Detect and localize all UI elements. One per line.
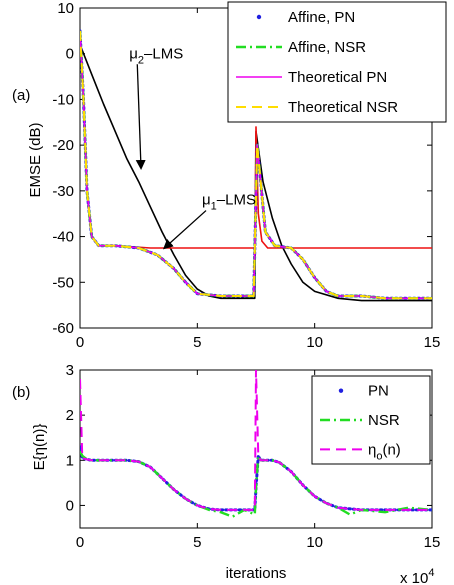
x-tick-label: 0	[76, 534, 84, 551]
panel-b-label: (b)	[12, 384, 30, 401]
y-tick-label: -30	[52, 183, 74, 200]
annotation-label-1: μ1–LMS	[202, 192, 256, 213]
legend-entry-name: Theoretical NSR	[288, 99, 398, 116]
legend-entry-name: NSR	[368, 412, 400, 429]
annotation-label-0: μ2–LMS	[129, 45, 183, 66]
legend-entry-name: Affine, PN	[288, 9, 355, 26]
legend-swatch-marker	[338, 388, 344, 393]
annotation-arrow-0	[135, 64, 146, 170]
series-line-1	[80, 450, 432, 518]
panel-b-xlabel: iterations	[226, 565, 287, 582]
series-line-3	[80, 30, 432, 300]
annotation-suffix: –LMS	[217, 192, 256, 209]
y-tick-label: -50	[52, 274, 74, 291]
series-line-5	[80, 44, 432, 302]
y-tick-label: 10	[57, 0, 74, 17]
series-line-2	[80, 370, 432, 511]
panel-a-legend: Affine, PN Affine, NSR Theoretical PN Theor…	[227, 1, 447, 123]
legend-entry-name: Affine, NSR	[288, 39, 366, 56]
annotation-arrow-1	[162, 210, 207, 250]
legend-entry-label: Affine, NSR	[288, 39, 366, 56]
legend-entry-name: Theoretical PN	[288, 69, 387, 86]
annotation-suffix: –LMS	[144, 45, 183, 62]
x-multiplier-exponent: 4	[428, 567, 434, 579]
annotation-symbol: μ	[129, 45, 138, 62]
x-tick-label: 5	[193, 534, 201, 551]
y-tick-label: 0	[66, 497, 74, 514]
panel-a-ylabel: EMSE (dB)	[27, 122, 44, 197]
x-tick-label: 5	[193, 334, 201, 351]
legend-entry-label: Theoretical PN	[288, 69, 387, 86]
panel-a-label: (a)	[12, 87, 30, 104]
legend-entry-subscript: o	[376, 450, 382, 462]
legend-entry-label: Theoretical NSR	[288, 99, 398, 116]
panel-b-ylabel: E{η(n)}	[31, 424, 48, 471]
panel-b-x-multiplier: x 104	[400, 567, 434, 585]
y-tick-label: -60	[52, 320, 74, 337]
legend-entry-suffix: (n)	[382, 441, 400, 458]
x-tick-label: 0	[76, 334, 84, 351]
legend-entry-name: PN	[368, 383, 389, 400]
legend-swatch-marker	[256, 14, 262, 20]
annotation-subscript: 1	[211, 201, 217, 213]
y-tick-label: -40	[52, 229, 74, 246]
legend-box	[311, 375, 431, 465]
legend-entry-label: PN	[368, 383, 389, 400]
x-tick-label: 10	[306, 534, 323, 551]
x-tick-label: 15	[424, 534, 441, 551]
x-tick-label: 10	[306, 334, 323, 351]
x-tick-label: 15	[424, 334, 441, 351]
legend-entry-name: η	[368, 441, 376, 458]
legend-entry-label: ηo(n)	[368, 441, 401, 462]
y-tick-label: -20	[52, 137, 74, 154]
y-tick-label: -10	[52, 91, 74, 108]
y-tick-label: 3	[66, 362, 74, 379]
panel-b-series	[80, 370, 432, 518]
y-tick-label: 0	[66, 46, 74, 63]
annotation-subscript: 2	[138, 54, 144, 66]
legend-entry-label: NSR	[368, 412, 400, 429]
legend-entry-label: Affine, PN	[288, 9, 355, 26]
annotation-symbol: μ	[202, 192, 211, 209]
y-tick-label: 1	[66, 452, 74, 469]
legend-box	[227, 1, 447, 123]
y-tick-label: 2	[66, 407, 74, 424]
panel-a-series	[80, 29, 432, 302]
panel-b-legend: PN NSR ηo(n)	[311, 375, 431, 465]
x-multiplier-base: x 10	[400, 570, 428, 585]
